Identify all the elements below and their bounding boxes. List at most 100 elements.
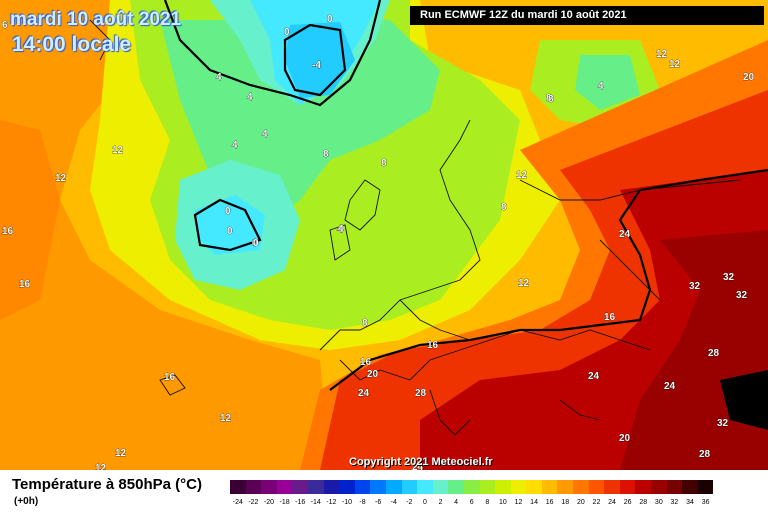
- scale-swatch: [370, 480, 386, 494]
- scale-swatch: [276, 480, 293, 494]
- scale-label: -18: [279, 499, 290, 506]
- scale-label: -24: [232, 499, 243, 506]
- isotherm-label: 8: [501, 202, 507, 213]
- isotherm-label: 4: [216, 72, 222, 83]
- scale-swatch: [510, 480, 527, 494]
- scale-label: -4: [390, 499, 397, 506]
- scale-swatch: [401, 480, 418, 494]
- scale-swatch: [417, 480, 433, 494]
- scale-label: 28: [639, 499, 648, 506]
- isotherm-label: 0: [252, 238, 258, 249]
- isotherm-label: 4: [262, 129, 268, 140]
- isotherm-label: 16: [164, 372, 176, 383]
- legend-title: Température à 850hPa (°C): [12, 476, 202, 493]
- scale-swatch: [261, 480, 277, 494]
- isotherm-label: 16: [360, 357, 372, 368]
- isotherm-label: 0: [227, 226, 233, 237]
- scale-swatch: [245, 480, 262, 494]
- scale-swatch: [682, 480, 698, 494]
- scale-label: 14: [530, 499, 538, 506]
- isotherm-label: 16: [19, 279, 31, 290]
- scale-swatch: [385, 480, 402, 494]
- isotherm-label: 8: [548, 94, 554, 105]
- map-date: mardi 10 août 2021: [10, 9, 182, 30]
- isotherm-label: 24: [412, 462, 424, 470]
- isotherm-label: 4: [232, 140, 238, 151]
- isotherm-label: 12: [112, 145, 124, 156]
- isotherm-label: 24: [358, 388, 370, 399]
- isotherm-label: 8: [323, 149, 329, 160]
- scale-label: 22: [592, 499, 601, 506]
- scale-swatch: [354, 480, 371, 494]
- isotherm-label: 28: [415, 388, 427, 399]
- scale-label: -20: [263, 499, 275, 506]
- scale-swatch: [651, 480, 667, 494]
- scale-label: 12: [514, 499, 523, 506]
- isotherm-label: 8: [381, 158, 387, 169]
- scale-swatch: [557, 480, 574, 494]
- isotherm-label: 0: [284, 27, 290, 38]
- scale-label: -10: [341, 499, 353, 506]
- scale-swatch: [573, 480, 589, 494]
- scale-swatch: [339, 480, 355, 494]
- isotherm-label: 16: [427, 340, 439, 351]
- color-scale-labels: -24 -22 -20 -18 -16 -14 -12 -10 -8 -6 -4 -2 0 2 4 6 8 10 1…: [230, 499, 713, 506]
- scale-swatch: [526, 480, 542, 494]
- isotherm-label: 4: [598, 81, 604, 92]
- scale-swatch: [588, 480, 605, 494]
- isotherm-label: 32: [689, 281, 701, 292]
- isotherm-label: 6: [2, 20, 8, 31]
- scale-label: 4: [454, 499, 459, 506]
- scale-label: 34: [686, 499, 694, 506]
- scale-swatch: [604, 480, 620, 494]
- isotherm-label: 0: [253, 238, 259, 249]
- scale-label: -2: [406, 499, 413, 506]
- isotherm-label: 4: [338, 224, 344, 235]
- scale-label: -14: [310, 499, 321, 506]
- isotherm-label: 12: [220, 413, 232, 424]
- scale-label: -22: [248, 499, 259, 506]
- isotherm-label: 0: [225, 206, 231, 217]
- isotherm-label: 20: [619, 433, 631, 444]
- isotherm-label: 32: [717, 418, 729, 429]
- scale-swatch: [448, 480, 464, 494]
- scale-label: -6: [375, 499, 382, 506]
- scale-label: 30: [654, 499, 663, 506]
- isotherm-labels: 6 0 4 -4 0 4 12 4 4 4 8 4 8 12 20 12 12 …: [2, 14, 755, 470]
- isotherm-label: 28: [699, 449, 711, 460]
- color-scale: [230, 480, 714, 494]
- isotherm-label: 0: [327, 14, 333, 25]
- scale-swatch: [619, 480, 636, 494]
- scale-swatch: [463, 480, 480, 494]
- map-canvas: 6 0 4 -4 0 4 12 4 4 4 8 4 8 12 20 12 12 …: [0, 0, 768, 470]
- scale-swatch: [479, 480, 496, 494]
- scale-label: 2: [438, 499, 443, 506]
- scale-label: 36: [701, 499, 710, 506]
- map-time: 14:00 locale: [12, 33, 132, 56]
- scale-swatch: [697, 480, 714, 494]
- isotherm-label: 12: [656, 49, 668, 60]
- scale-label: 24: [608, 499, 616, 506]
- legend-subtitle: (+0h): [14, 496, 39, 507]
- scale-label: 10: [498, 499, 507, 506]
- scale-swatch: [541, 480, 558, 494]
- copyright-text: Copyright 2021 Meteociel.fr: [349, 456, 493, 468]
- isotherm-label: 20: [743, 72, 755, 83]
- temperature-map: 6 0 4 -4 0 4 12 4 4 4 8 4 8 12 20 12 12 …: [0, 0, 768, 470]
- isotherm-label: 12: [516, 170, 528, 181]
- isotherm-label: 4: [337, 224, 343, 235]
- isotherm-label: 4: [247, 92, 253, 103]
- isotherm-label: 12: [95, 463, 107, 470]
- isotherm-label: 12: [669, 59, 681, 70]
- scale-swatch: [635, 480, 652, 494]
- isotherm-label: -4: [312, 60, 321, 71]
- scale-label: 18: [561, 499, 570, 506]
- isotherm-label: 24: [664, 381, 676, 392]
- isotherm-label: 12: [55, 173, 67, 184]
- scale-label: -8: [359, 499, 366, 506]
- scale-swatch: [307, 480, 324, 494]
- scale-label: 32: [670, 499, 679, 506]
- isotherm-label: 20: [367, 369, 379, 380]
- scale-swatch: [323, 480, 340, 494]
- scale-label: 26: [623, 499, 632, 506]
